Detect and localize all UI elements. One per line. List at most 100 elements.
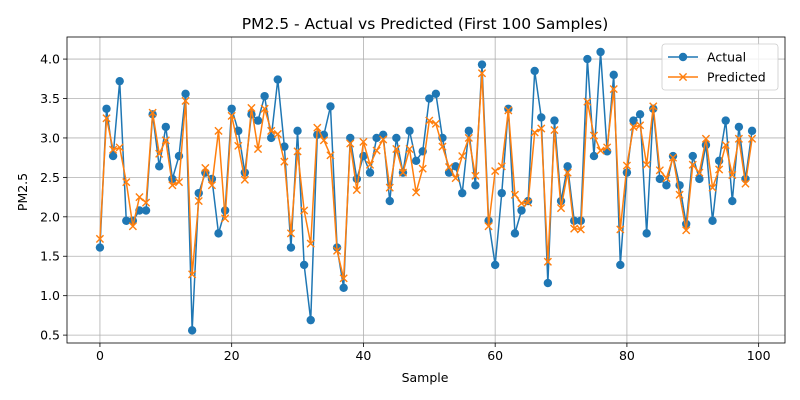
predicted-point (431, 119, 440, 128)
predicted-point (721, 140, 730, 150)
actual-point (161, 122, 171, 132)
predicted-point (207, 181, 217, 190)
actual-point (115, 76, 124, 86)
predicted-point (629, 122, 638, 132)
actual-point (517, 206, 526, 215)
predicted-point (517, 199, 526, 208)
actual-point (346, 133, 355, 143)
actual-point (431, 89, 441, 98)
predicted-point (451, 174, 460, 183)
predicted-point (385, 183, 394, 192)
predicted-point (412, 188, 421, 197)
actual-point (102, 104, 111, 113)
predicted-point (405, 144, 414, 154)
y-axis-label: PM2.5 (15, 173, 30, 211)
x-axis: 0 20 40 60 80 100 (96, 343, 771, 363)
actual-point (425, 94, 434, 103)
series-predicted (95, 69, 757, 283)
actual-point (458, 188, 467, 198)
predicted-point (675, 190, 684, 199)
actual-point (589, 151, 599, 161)
actual-point (510, 229, 520, 238)
predicted-point (728, 170, 737, 180)
actual-point (352, 174, 362, 184)
predicted-point (247, 103, 256, 113)
predicted-point (359, 137, 368, 146)
axes-frame (66, 36, 786, 344)
predicted-point (267, 126, 276, 135)
predicted-point (649, 102, 658, 111)
predicted-point (477, 69, 487, 78)
plot-area (95, 47, 757, 335)
predicted-point (668, 153, 678, 162)
predicted-point (583, 97, 592, 106)
predicted-point (695, 168, 704, 177)
predicted-point (418, 164, 427, 173)
actual-point (194, 188, 203, 198)
actual-point (411, 156, 421, 166)
x-tick-label: 80 (619, 348, 635, 363)
actual-point (95, 243, 105, 252)
actual-point (451, 162, 460, 171)
actual-point (497, 188, 506, 198)
y-axis: 0.5 1.0 1.5 2.0 2.5 3.0 3.5 4.0 (40, 52, 67, 343)
predicted-point (95, 234, 105, 243)
y-tick-label: 1.5 (40, 249, 60, 264)
actual-point (280, 142, 289, 151)
predicted-point (379, 135, 388, 144)
legend-marker-predicted (678, 72, 688, 82)
actual-point (629, 116, 638, 125)
predicted-point (688, 160, 697, 169)
predicted-point (135, 193, 144, 202)
predicted-point (543, 257, 552, 266)
actual-point (543, 278, 553, 288)
predicted-point (122, 178, 131, 187)
y-tick-label: 2.0 (40, 209, 60, 224)
actual-point (385, 196, 394, 206)
predicted-point (102, 114, 111, 123)
predicted-point (194, 196, 203, 206)
predicted-point (188, 270, 197, 279)
predicted-point (425, 116, 434, 125)
predicted-point (306, 239, 315, 248)
predicted-point (339, 274, 348, 283)
actual-point (695, 174, 704, 184)
actual-point (616, 260, 625, 270)
predicted-point (438, 142, 447, 151)
predicted-point (510, 190, 520, 199)
actual-point (477, 60, 487, 69)
actual-point (635, 110, 645, 119)
predicted-point (141, 198, 151, 207)
y-tick-label: 2.5 (40, 170, 60, 185)
actual-point (563, 162, 572, 171)
predicted-point (662, 174, 671, 183)
predicted-point (181, 96, 190, 105)
predicted-point (109, 145, 118, 154)
predicted-point (332, 246, 342, 255)
actual-point (728, 196, 737, 206)
predicted-point (273, 129, 282, 139)
actual-point (253, 116, 263, 125)
predicted-point (398, 168, 408, 177)
actual-point (273, 75, 282, 84)
predicted-point (115, 143, 124, 152)
actual-point (260, 91, 269, 101)
predicted-point (365, 160, 375, 169)
predicted-point (708, 183, 717, 192)
predicted-point (293, 147, 302, 156)
predicted-point (300, 206, 309, 215)
predicted-point (372, 146, 381, 155)
predicted-point (609, 84, 618, 94)
actual-point (405, 126, 414, 136)
predicted-point (471, 171, 480, 180)
predicted-point (444, 163, 454, 172)
predicted-point (260, 104, 269, 113)
predicted-point (458, 151, 467, 161)
actual-point (286, 243, 296, 252)
predicted-point (128, 222, 137, 231)
predicted-point (589, 131, 599, 140)
predicted-point (622, 161, 632, 170)
predicted-point (734, 134, 743, 143)
actual-point (464, 126, 474, 136)
